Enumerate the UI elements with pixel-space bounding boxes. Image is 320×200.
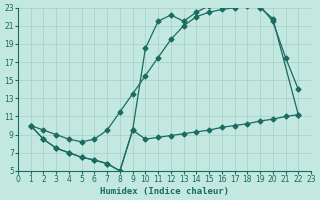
X-axis label: Humidex (Indice chaleur): Humidex (Indice chaleur) <box>100 187 229 196</box>
